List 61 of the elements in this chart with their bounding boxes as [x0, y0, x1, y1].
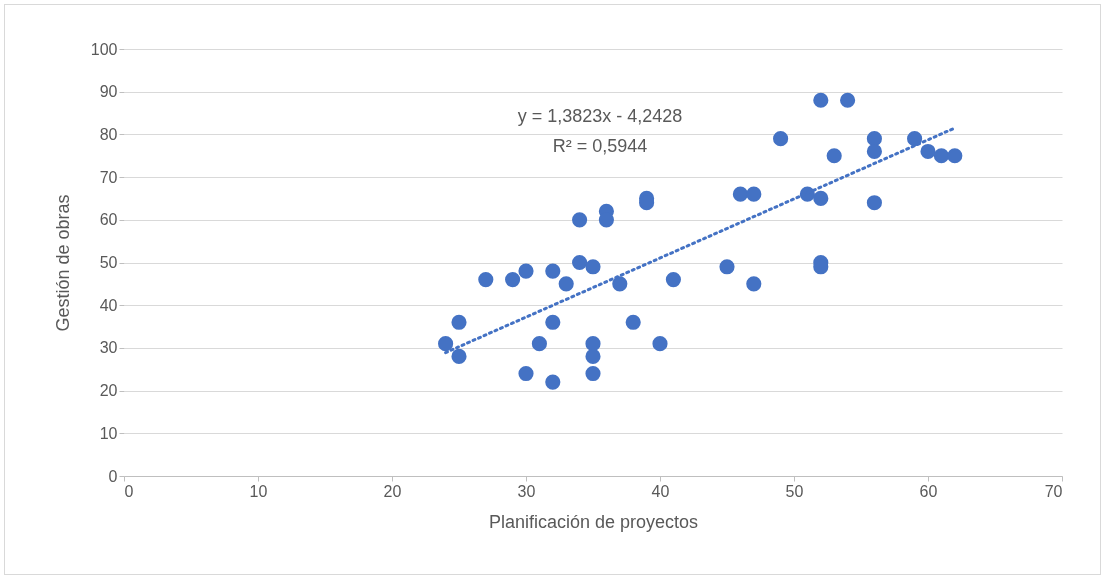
- point: [585, 259, 601, 275]
- x-tick-label: 30: [517, 482, 536, 500]
- point: [746, 186, 762, 202]
- y-axis-title: Gestión de obras: [52, 194, 73, 332]
- point: [585, 348, 601, 365]
- point: [545, 314, 561, 330]
- point: [920, 143, 936, 160]
- point: [518, 263, 534, 279]
- point: [545, 374, 561, 390]
- point: [866, 195, 882, 211]
- y-tick-label: 100: [90, 40, 118, 58]
- point: [665, 272, 681, 288]
- point: [907, 131, 923, 147]
- point: [451, 348, 467, 365]
- point: [545, 263, 561, 279]
- point: [947, 148, 963, 164]
- point: [572, 254, 588, 271]
- point: [518, 365, 534, 382]
- point: [585, 365, 601, 382]
- point: [478, 272, 494, 288]
- point: [505, 272, 521, 288]
- point: [531, 336, 547, 352]
- y-tick-label: 0: [108, 467, 118, 485]
- y-tick-label: 20: [99, 382, 118, 400]
- x-tick-label: 20: [383, 482, 402, 500]
- point: [840, 92, 856, 108]
- y-tick-label: 10: [99, 424, 118, 442]
- annotation: R² = 0,5944: [552, 136, 648, 156]
- point: [719, 259, 735, 275]
- point: [746, 276, 762, 292]
- x-tick-label: 60: [919, 482, 938, 500]
- x-tick-label: 50: [785, 482, 804, 500]
- point: [625, 314, 641, 330]
- point: [732, 186, 748, 202]
- x-tick-label: 70: [1044, 482, 1063, 500]
- point: [866, 131, 882, 147]
- annotation: y = 1,3823x - 4,2428: [517, 106, 683, 126]
- point: [866, 143, 882, 160]
- point: [773, 131, 789, 147]
- point: [652, 336, 668, 352]
- point: [558, 276, 574, 292]
- point: [585, 336, 601, 352]
- y-tick-label: 40: [99, 296, 118, 314]
- point: [572, 212, 588, 228]
- point: [612, 276, 628, 292]
- y-tick-label: 90: [99, 83, 118, 101]
- point: [451, 314, 467, 330]
- x-tick-label: 0: [124, 482, 134, 500]
- point: [813, 92, 829, 108]
- x-tick-label: 10: [249, 482, 268, 500]
- point: [813, 190, 829, 207]
- point: [933, 148, 949, 164]
- y-tick-label: 80: [99, 125, 118, 143]
- y-tick-label: 60: [99, 211, 118, 229]
- y-tick-label: 50: [99, 254, 118, 271]
- x-axis-title: Planificación de proyectos: [488, 511, 699, 532]
- x-tick-label: 40: [651, 482, 670, 500]
- y-tick-label: 70: [99, 168, 118, 186]
- point: [438, 336, 454, 352]
- point: [826, 148, 842, 164]
- y-tick-label: 30: [99, 339, 118, 357]
